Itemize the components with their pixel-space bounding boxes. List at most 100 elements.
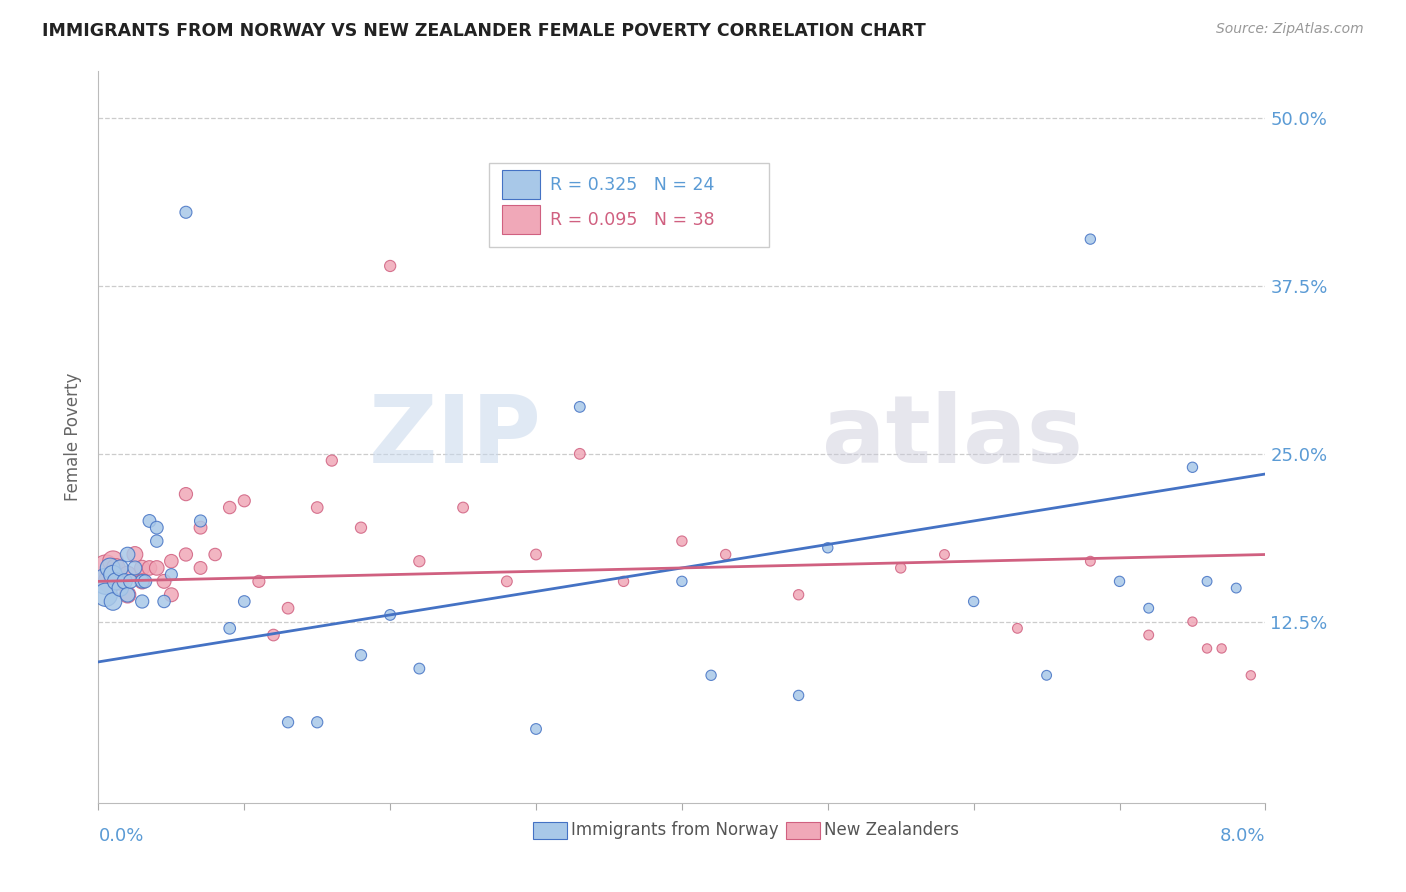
Point — [146, 521, 169, 535]
Point — [160, 588, 183, 602]
Point — [1007, 621, 1029, 635]
Point — [131, 561, 153, 575]
Point — [1211, 641, 1233, 656]
Point — [146, 534, 169, 549]
Point — [321, 453, 343, 467]
Point — [307, 715, 329, 730]
Point — [138, 561, 160, 575]
Point — [190, 521, 212, 535]
Point — [134, 574, 156, 589]
Point — [218, 621, 240, 635]
Point — [204, 548, 226, 562]
Point — [104, 574, 127, 589]
Text: atlas: atlas — [823, 391, 1083, 483]
Text: ZIP: ZIP — [368, 391, 541, 483]
Point — [190, 561, 212, 575]
Point — [190, 514, 212, 528]
Point — [787, 689, 810, 703]
Point — [1197, 574, 1219, 589]
Point — [451, 500, 474, 515]
Point — [1197, 641, 1219, 656]
Point — [524, 548, 547, 562]
Text: New Zealanders: New Zealanders — [824, 822, 959, 839]
Point — [138, 514, 160, 528]
Point — [277, 601, 299, 615]
Point — [817, 541, 839, 555]
Point — [1137, 628, 1160, 642]
Point — [131, 574, 153, 589]
Point — [380, 259, 402, 273]
Point — [110, 581, 132, 595]
Point — [218, 500, 240, 515]
Text: R = 0.325   N = 24: R = 0.325 N = 24 — [550, 176, 714, 194]
Point — [153, 594, 176, 608]
Point — [110, 561, 132, 575]
Point — [496, 574, 519, 589]
Point — [160, 554, 183, 568]
Point — [262, 628, 284, 642]
Point — [612, 574, 634, 589]
Point — [117, 588, 139, 602]
Text: Source: ZipAtlas.com: Source: ZipAtlas.com — [1216, 22, 1364, 37]
Point — [104, 561, 127, 575]
Point — [160, 567, 183, 582]
Point — [233, 493, 256, 508]
Point — [98, 561, 121, 575]
Point — [174, 487, 197, 501]
Point — [408, 554, 430, 568]
Point — [380, 607, 402, 622]
Point — [524, 722, 547, 736]
Point — [98, 574, 121, 589]
Point — [1240, 668, 1263, 682]
Point — [568, 447, 591, 461]
Point — [153, 574, 176, 589]
Point — [787, 588, 810, 602]
Point — [671, 534, 693, 549]
Text: Immigrants from Norway: Immigrants from Norway — [571, 822, 779, 839]
Point — [174, 205, 197, 219]
Point — [146, 561, 169, 575]
Point — [110, 574, 132, 589]
Text: 0.0%: 0.0% — [98, 827, 143, 845]
Point — [408, 662, 430, 676]
Point — [350, 521, 373, 535]
Point — [1137, 601, 1160, 615]
Point — [934, 548, 956, 562]
Point — [1181, 615, 1204, 629]
Point — [671, 574, 693, 589]
Point — [94, 588, 117, 602]
Point — [101, 594, 124, 608]
Text: 8.0%: 8.0% — [1220, 827, 1265, 845]
Point — [131, 594, 153, 608]
Point — [101, 567, 124, 582]
Point — [1080, 554, 1102, 568]
Point — [277, 715, 299, 730]
Point — [1108, 574, 1130, 589]
Point — [1080, 232, 1102, 246]
Point — [174, 548, 197, 562]
Point — [233, 594, 256, 608]
Point — [307, 500, 329, 515]
Point — [714, 548, 737, 562]
Point — [350, 648, 373, 662]
Point — [117, 588, 139, 602]
FancyBboxPatch shape — [502, 170, 540, 200]
Point — [568, 400, 591, 414]
Point — [94, 561, 117, 575]
Point — [94, 574, 117, 589]
Point — [120, 574, 142, 589]
Text: R = 0.095   N = 38: R = 0.095 N = 38 — [550, 211, 714, 229]
Point — [101, 567, 124, 582]
Point — [700, 668, 723, 682]
FancyBboxPatch shape — [502, 205, 540, 235]
Point — [247, 574, 270, 589]
Point — [124, 561, 146, 575]
Point — [1181, 460, 1204, 475]
Y-axis label: Female Poverty: Female Poverty — [65, 373, 83, 501]
Point — [890, 561, 912, 575]
Point — [962, 594, 984, 608]
Point — [1225, 581, 1247, 595]
Point — [124, 548, 146, 562]
Point — [117, 548, 139, 562]
Point — [114, 574, 136, 589]
